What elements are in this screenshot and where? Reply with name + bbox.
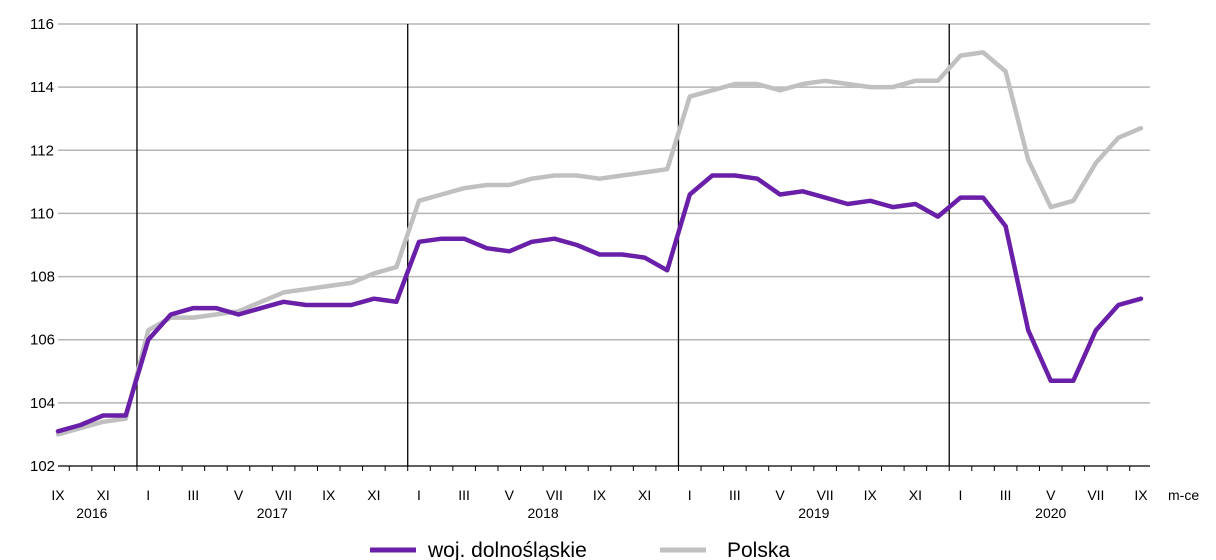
- x-tick-label: XI: [909, 487, 922, 503]
- x-unit-label: m-ce: [1168, 487, 1199, 503]
- x-tick-label: I: [146, 487, 150, 503]
- y-tick-label: 108: [30, 269, 55, 286]
- legend-label: woj. dolnośląskie: [427, 539, 587, 560]
- x-tick-label: I: [959, 487, 963, 503]
- x-tick-label: III: [188, 487, 200, 503]
- x-tick-label: III: [458, 487, 470, 503]
- y-tick-label: 110: [30, 205, 54, 222]
- y-tick-label: 114: [30, 79, 54, 96]
- x-tick-label: IX: [322, 487, 336, 503]
- y-tick-labels: 102 104 106 108 110 112 114 116: [30, 16, 55, 475]
- x-tick-label: VII: [546, 487, 563, 503]
- x-tick-label: III: [1000, 487, 1012, 503]
- x-tick-label: IX: [864, 487, 878, 503]
- year-label: 2020: [1035, 505, 1066, 521]
- x-tick-label: IX: [51, 487, 65, 503]
- year-label: 2018: [528, 505, 559, 521]
- x-tick-label: V: [1046, 487, 1056, 503]
- x-tick-labels: IX XI I III V VII IX XI I III V VII IX XI I III V VII IX XI…: [51, 487, 1148, 503]
- x-tick-label: I: [688, 487, 692, 503]
- year-label: 2017: [257, 505, 288, 521]
- legend: woj. dolnośląskie Polska: [370, 539, 790, 560]
- y-tick-label: 112: [30, 142, 54, 159]
- y-tick-label: 106: [30, 332, 55, 349]
- gridlines: [58, 23, 1150, 404]
- x-tick-label: XI: [638, 487, 651, 503]
- series-lines: [55, 50, 1144, 437]
- x-tick-label: VII: [275, 487, 292, 503]
- year-dividers: [136, 24, 950, 466]
- x-tick-label: V: [775, 487, 785, 503]
- y-tick-label: 102: [30, 458, 55, 475]
- series-line-polska: [55, 50, 1144, 437]
- y-tick-label: 116: [30, 16, 54, 33]
- x-tick-label: IX: [1134, 487, 1148, 503]
- year-labels: 2016 2017 2018 2019 2020: [76, 505, 1066, 521]
- year-label: 2016: [76, 505, 107, 521]
- x-tick-label: XI: [97, 487, 110, 503]
- x-tick-label: VII: [817, 487, 834, 503]
- x-tick-label: VII: [1087, 487, 1104, 503]
- series-line-woj-dolno-l-skie: [55, 173, 1144, 434]
- y-tick-label: 104: [30, 395, 55, 412]
- year-label: 2019: [798, 505, 829, 521]
- x-tick-label: IX: [593, 487, 607, 503]
- x-tick-label: V: [234, 487, 244, 503]
- x-tick-label: XI: [367, 487, 380, 503]
- x-tick-label: III: [729, 487, 741, 503]
- legend-label: Polska: [727, 539, 790, 560]
- x-axis: [58, 465, 1150, 471]
- x-tick-label: V: [505, 487, 515, 503]
- x-tick-label: I: [417, 487, 421, 503]
